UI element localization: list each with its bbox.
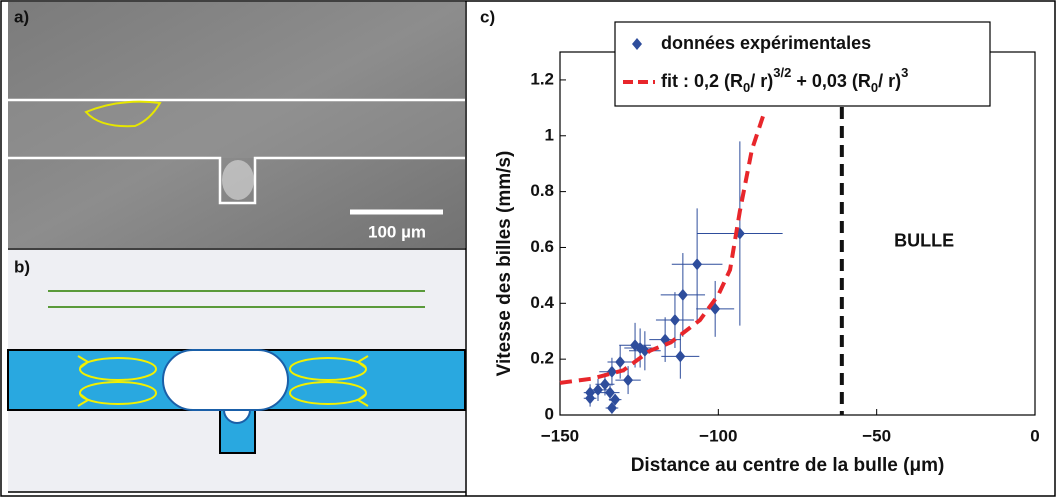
panel-label: b) bbox=[14, 257, 30, 276]
legend-label: fit : 0,2 (R0/ r)3/2 + 0,03 (R0/ r)3 bbox=[661, 65, 908, 95]
y-tick-label: 0.8 bbox=[530, 181, 554, 200]
channel-outline bbox=[8, 98, 465, 205]
y-tick-label: 0.4 bbox=[530, 293, 554, 312]
point bbox=[605, 386, 616, 399]
x-axis-label: Distance au centre de la bulle (μm) bbox=[631, 455, 945, 476]
point bbox=[610, 393, 621, 406]
legend-label-part: 3/2 bbox=[773, 65, 791, 80]
point bbox=[615, 355, 626, 368]
point bbox=[677, 288, 688, 301]
point bbox=[692, 258, 703, 271]
point bbox=[639, 344, 650, 357]
bubble-glow bbox=[222, 160, 254, 200]
photo bbox=[8, 2, 465, 248]
fit-line bbox=[559, 110, 767, 385]
legend-label-part: + 0,03 (R bbox=[791, 71, 871, 91]
panel-a: 100 µm a) bbox=[8, 2, 465, 248]
annotation: BULLE bbox=[894, 231, 954, 251]
y-tick-label: 1 bbox=[545, 125, 554, 144]
panel-b: b) bbox=[7, 250, 466, 492]
legend-label-part: 0 bbox=[871, 80, 878, 95]
channel-shade bbox=[8, 100, 465, 158]
plot-area bbox=[559, 51, 1036, 416]
y-axis-label: Vitesse des billes (mm/s) bbox=[494, 151, 515, 377]
legend-label-part: fit : 0,2 (R bbox=[661, 71, 743, 91]
x-tick-label: 0 bbox=[1030, 426, 1039, 445]
point bbox=[606, 402, 617, 415]
legend bbox=[614, 21, 991, 107]
point bbox=[599, 378, 610, 391]
x-tick-label: −100 bbox=[699, 426, 737, 445]
vortices bbox=[77, 355, 369, 407]
y-tick-label: 0 bbox=[545, 404, 554, 423]
point bbox=[606, 365, 617, 378]
legend-label-part: 0 bbox=[743, 80, 750, 95]
point bbox=[669, 314, 680, 327]
y-tick-label: 0.6 bbox=[530, 237, 554, 256]
bubble bbox=[162, 349, 289, 411]
y-tick-label: 0.2 bbox=[530, 349, 554, 368]
panel-label: c) bbox=[480, 7, 495, 26]
chart: −150 −100 −50 0 0 0.2 0.4 0.6 0.8 1 1.2 Distance au… bbox=[494, 21, 1040, 476]
x-tick-label: −150 bbox=[541, 426, 579, 445]
y-tick-label: 1.2 bbox=[530, 69, 554, 88]
panel-label: a) bbox=[14, 7, 29, 26]
legend-label-part: / r) bbox=[750, 71, 773, 91]
point bbox=[623, 374, 634, 387]
point bbox=[675, 350, 686, 363]
legend-marker bbox=[632, 38, 642, 50]
legend-label: données expérimentales bbox=[661, 33, 871, 53]
scale-label: 100 µm bbox=[368, 222, 426, 241]
x-tick-label: −50 bbox=[862, 426, 891, 445]
point bbox=[585, 386, 596, 399]
legend-label-part: / r) bbox=[878, 71, 901, 91]
trajectory bbox=[84, 100, 162, 128]
legend-label-part: 3 bbox=[901, 65, 908, 80]
